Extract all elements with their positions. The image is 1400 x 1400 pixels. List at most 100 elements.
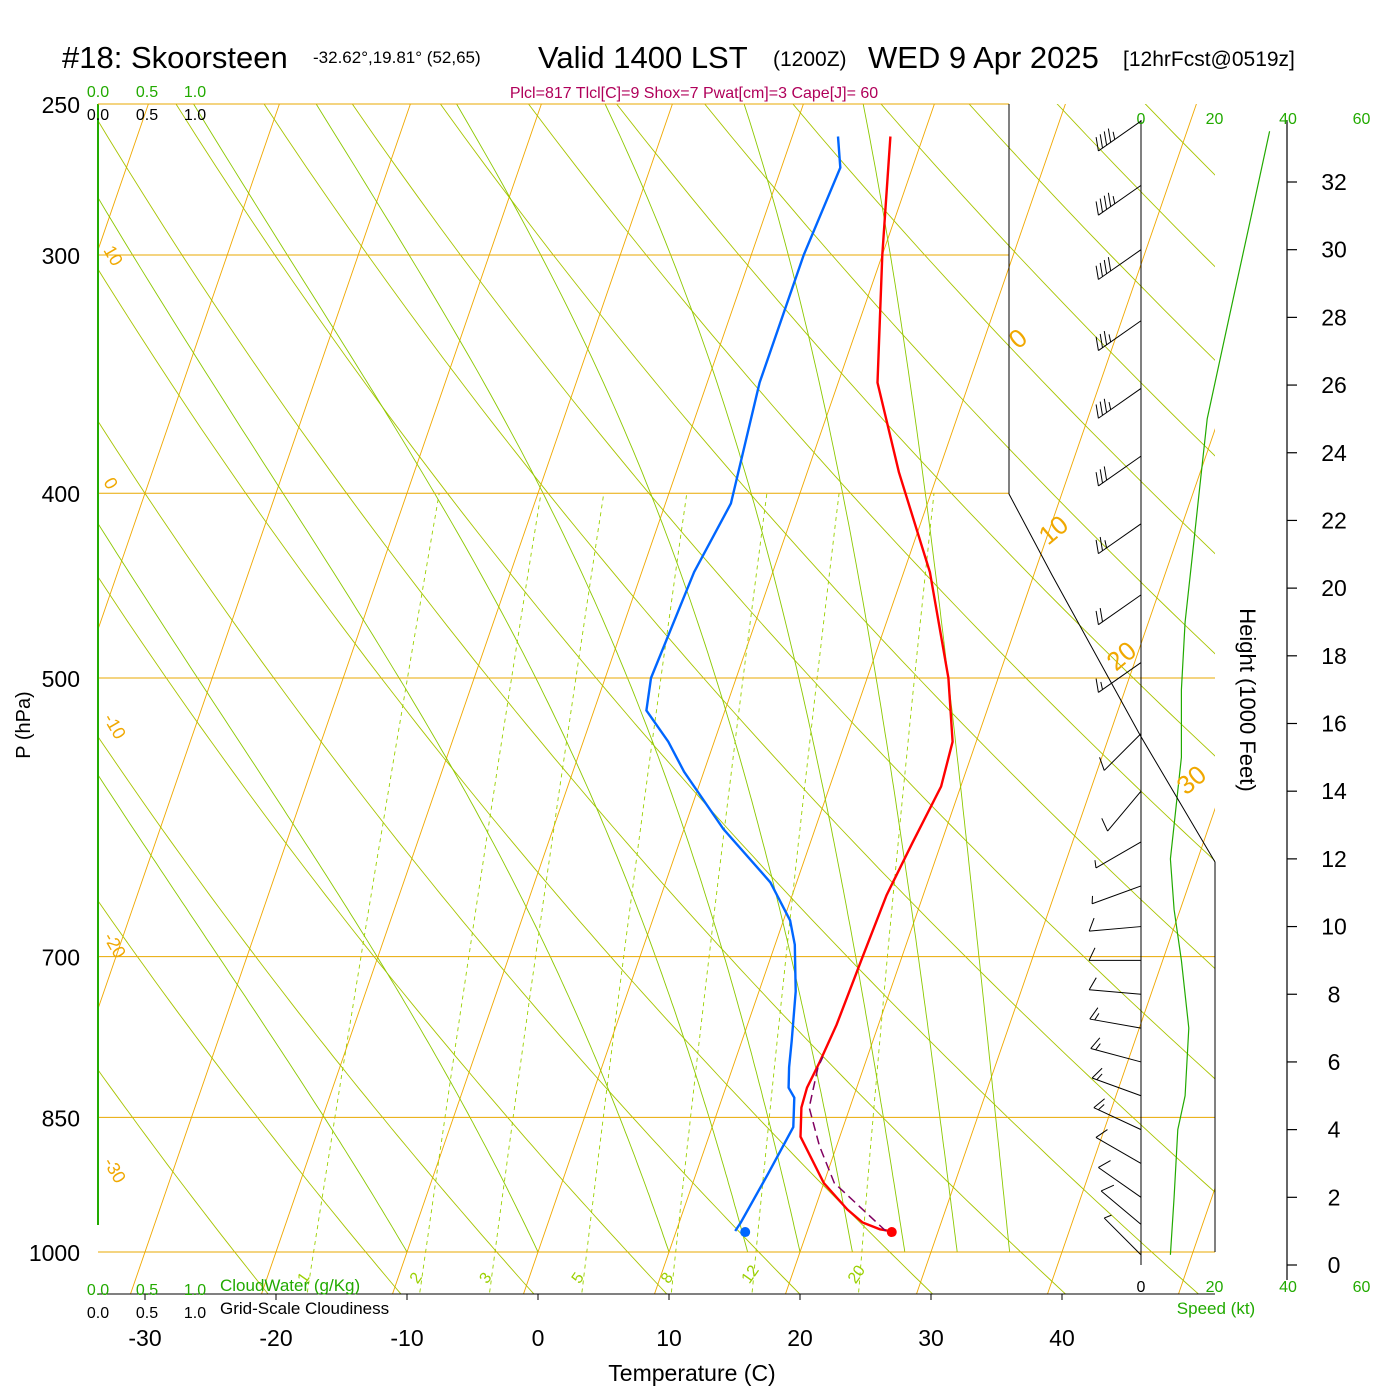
- dry-adiabat-line: [98, 900, 402, 1294]
- x-axis-label: Temperature (C): [608, 1360, 775, 1386]
- dry-adiabat-line: [263, 104, 1215, 1193]
- wind-barb: [1098, 1160, 1142, 1198]
- height-tick-label: 16: [1321, 711, 1347, 737]
- cloudiness-label: Grid-Scale Cloudiness: [220, 1299, 389, 1318]
- wind-panel-outline: [1008, 104, 1216, 1252]
- mixing-ratio-line: [489, 493, 605, 1293]
- cloud-scale-tick-label: 0.0: [87, 1305, 109, 1322]
- wind-barb: [1101, 790, 1142, 832]
- dry-adiabat-line: [1200, 70, 1400, 1316]
- height-tick-label: 22: [1321, 507, 1347, 533]
- mixing-ratio-label: 5: [569, 1270, 588, 1287]
- temperature-tick-label: 40: [1049, 1325, 1075, 1351]
- wind-barb: [1100, 1184, 1142, 1225]
- height-tick-label: 10: [1321, 914, 1347, 940]
- dry-adiabat-line: [792, 104, 1215, 555]
- wind-speed-profile: [1169, 131, 1271, 1255]
- isotherm-label: -30: [100, 1154, 130, 1187]
- isotherm-line: [392, 104, 804, 1294]
- wind-barb: [1094, 841, 1142, 869]
- pressure-tick-label: 250: [42, 92, 80, 118]
- wind-barb: [1095, 320, 1142, 351]
- height-tick-label: 32: [1321, 169, 1347, 195]
- surface-dewpoint-dot: [740, 1227, 751, 1238]
- height-tick-label: 0: [1328, 1252, 1341, 1278]
- parcel-path: [808, 1056, 887, 1232]
- temperature-profile: [799, 136, 954, 1233]
- pressure-tick-label: 700: [42, 945, 80, 971]
- dry-adiabat-line: [98, 1069, 269, 1294]
- isotherm-line: [98, 104, 280, 631]
- valid-time: Valid 1400 LST: [538, 40, 748, 75]
- isotherm-label: 0: [1003, 322, 1033, 354]
- y-axis-label: P (hPa): [13, 691, 35, 758]
- wind-barb: [1095, 455, 1142, 487]
- wind-barb: [1095, 594, 1142, 626]
- wind-barb: [1095, 388, 1142, 419]
- moist-adiabat-line: [315, 104, 801, 1253]
- height-axis-label: Height (1000 Feet): [1235, 608, 1260, 791]
- surface-temperature-dot: [886, 1227, 897, 1238]
- dry-adiabat-line: [351, 104, 1215, 1080]
- wind-barb: [1093, 1098, 1142, 1131]
- temperature-tick-label: 10: [656, 1325, 682, 1351]
- cloud-scale-tick-label: 0.0: [87, 107, 109, 124]
- dry-adiabat-line: [98, 420, 801, 1294]
- isotherm-label: 10: [1033, 509, 1074, 551]
- valid-date: WED 9 Apr 2025: [868, 40, 1099, 75]
- cloud-scale-tick-label: 1.0: [184, 1305, 206, 1322]
- height-tick-label: 4: [1328, 1117, 1341, 1143]
- isotherm-line: [261, 104, 673, 1294]
- cloud-scale-tick-label: 0.0: [87, 1282, 109, 1299]
- wind-barb: [1088, 917, 1142, 932]
- isotherm-label: 10: [100, 242, 127, 269]
- mixing-ratio-line: [419, 493, 542, 1293]
- wind-barb: [1095, 184, 1142, 216]
- temperature-tick-label: -30: [128, 1325, 161, 1351]
- cloud-scale-tick-label: 1.0: [184, 1282, 206, 1299]
- moist-adiabat-line: [862, 104, 1011, 1253]
- speed-tick-label-bottom: 40: [1279, 1279, 1297, 1296]
- cloud-scale-tick-label: 0.5: [136, 84, 158, 101]
- sounding-parameters: Plcl=817 Tlcl[C]=9 Shox=7 Pwat[cm]=3 Cap…: [510, 85, 878, 102]
- height-tick-label: 12: [1321, 846, 1347, 872]
- mixing-ratio-line: [306, 493, 440, 1293]
- dry-adiabat-line: [98, 119, 1067, 1294]
- pressure-tick-label: 850: [42, 1105, 80, 1131]
- wind-barb: [1095, 662, 1142, 693]
- station-coords: -32.62°,19.81° (52,65): [313, 48, 481, 67]
- isotherm-line: [916, 428, 1215, 1294]
- mixing-ratio-label: 20: [845, 1262, 869, 1286]
- wind-barb: [1088, 947, 1141, 961]
- dry-adiabat-line: [1374, 70, 1400, 1316]
- speed-tick-label-top: 20: [1206, 111, 1224, 128]
- speed-tick-label-bottom: 0: [1137, 1279, 1146, 1296]
- height-tick-label: 8: [1328, 981, 1341, 1007]
- height-tick-label: 26: [1321, 372, 1347, 398]
- wind-barb: [1103, 1214, 1142, 1256]
- speed-tick-label-bottom: 60: [1353, 1279, 1371, 1296]
- speed-tick-label-top: 40: [1279, 111, 1297, 128]
- mixing-ratio-line: [751, 493, 840, 1293]
- cloud-scale-tick-label: 1.0: [184, 84, 206, 101]
- station-title: #18: Skoorsteen: [62, 40, 288, 75]
- dry-adiabat-line: [98, 268, 934, 1294]
- cloudwater-label: CloudWater (g/Kg): [220, 1276, 360, 1295]
- isotherm-line: [0, 0, 163, 1331]
- dry-adiabat-line: [527, 104, 1215, 862]
- isotherm-label: 20: [1101, 635, 1142, 677]
- cloud-scale-tick-label: 0.5: [136, 1282, 158, 1299]
- mixing-ratio-label: 12: [739, 1262, 763, 1286]
- pressure-tick-label: 500: [42, 666, 80, 692]
- temperature-tick-label: 30: [918, 1325, 944, 1351]
- speed-axis-label: Speed (kt): [1177, 1299, 1255, 1318]
- wind-barb: [1090, 1037, 1142, 1063]
- isotherm-line: [130, 104, 542, 1294]
- mixing-ratio-line: [858, 493, 935, 1293]
- height-tick-label: 18: [1321, 643, 1347, 669]
- wind-barb: [1089, 1007, 1142, 1029]
- dry-adiabat-line: [175, 104, 1200, 1294]
- cloud-scale-tick-label: 1.0: [184, 107, 206, 124]
